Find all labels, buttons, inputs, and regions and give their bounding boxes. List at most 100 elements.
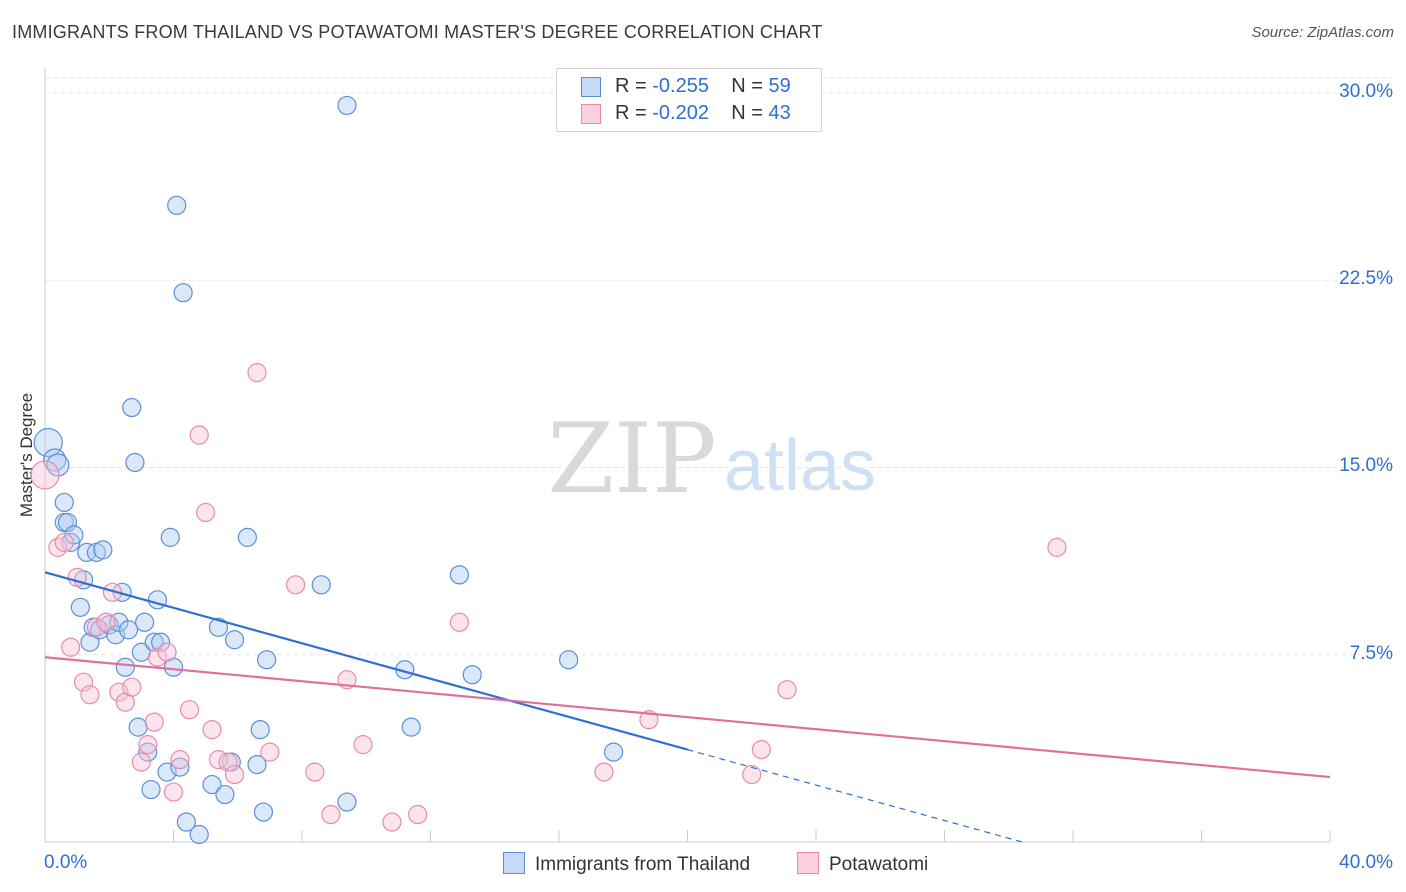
potawatomi-point [48,537,68,557]
potawatomi-point [196,502,216,523]
thailand-point [311,575,331,595]
potawatomi-point [742,764,762,785]
potawatomi-point [80,685,100,705]
n-value: 59 [768,75,791,97]
thailand-point [337,792,357,812]
n-label: N = [731,102,769,124]
potawatomi-point [449,612,470,632]
legend-label-thailand: Immigrants from Thailand [535,854,751,875]
thailand-point [189,824,209,845]
thailand-point [170,757,190,777]
thailand-point [57,512,78,533]
thailand-point [157,762,177,782]
y-tick-label: 30.0% [1339,80,1393,102]
r-label: R = [615,75,653,97]
potawatomi-point [321,804,341,825]
potawatomi-point [122,677,142,697]
correlation-legend: R = -0.255 N = 59 R = -0.202 N = 43 [556,68,822,132]
points-layer [30,95,1067,845]
thailand-point [115,657,135,677]
potawatomi-point [751,740,771,760]
thailand-point [70,597,90,617]
n-label: N = [731,75,769,97]
thailand-point [257,650,277,670]
potawatomi-point [163,782,184,802]
thailand-point [93,540,113,560]
potawatomi-point [260,742,280,762]
potawatomi-point [594,762,614,782]
thailand-point [202,774,222,795]
thailand-point [215,784,235,805]
potawatomi-point [247,363,267,383]
r-value: -0.255 [652,75,709,97]
potawatomi-point [189,425,209,445]
thailand-point [134,612,155,632]
trend-layer [44,571,1331,844]
x-tick-label-max: 40.0% [1339,852,1393,873]
thailand-point [253,802,274,822]
potawatomi-legend-swatch [797,852,819,874]
potawatomi-point [224,764,245,785]
y-tick-label: 15.0% [1339,455,1393,477]
potawatomi-point [147,647,168,667]
potawatomi-point [61,637,81,657]
thailand-point [46,453,70,477]
potawatomi-point [109,682,129,702]
thailand-point [173,283,193,303]
thailand-point [604,742,624,762]
thailand-point [138,742,158,762]
potawatomi-point [639,710,659,730]
thailand-trend-line [44,571,688,751]
potawatomi-point [1047,537,1067,557]
x-tick-label-min: 0.0% [44,852,88,873]
thailand-point [64,525,84,545]
potawatomi-point [131,752,151,772]
thailand-point [151,632,171,652]
thailand-point [250,720,270,740]
potawatomi-point [218,752,238,772]
thailand-point [224,630,245,650]
thailand-point [176,812,196,832]
watermark-zip: ZIP [547,403,716,515]
potawatomi-trend-line [44,656,1331,779]
potawatomi-point [202,720,222,740]
thailand-point [128,717,148,737]
grid-layer [45,77,1394,656]
thailand-point [167,195,187,215]
legend-item-potawatomi[interactable]: Potawatomi [797,852,928,876]
legend-item-thailand[interactable]: Immigrants from Thailand [503,852,750,876]
thailand-point [462,665,482,685]
thailand-point [237,527,257,547]
potawatomi-point [73,672,94,692]
potawatomi-swatch [581,104,601,124]
thailand-point [401,717,421,737]
n-value: 43 [768,102,791,124]
thailand-point [77,542,97,562]
thailand-point [125,452,145,473]
potawatomi-point [157,642,177,662]
thailand-point [160,527,180,547]
thailand-point [208,617,229,637]
thailand-point [118,620,139,640]
potawatomi-point [170,750,190,770]
thailand-legend-swatch [503,852,525,874]
source-label: Source: ZipAtlas.com [1251,24,1394,41]
chart-title: IMMIGRANTS FROM THAILAND VS POTAWATOMI M… [12,22,823,42]
potawatomi-point [30,460,60,490]
potawatomi-point [179,700,200,720]
potawatomi-point [408,804,428,825]
thailand-point [559,650,579,670]
potawatomi-point [54,532,74,552]
legend-label-potawatomi: Potawatomi [829,854,929,875]
thailand-point [337,95,357,116]
thailand-point [449,565,470,585]
potawatomi-point [382,812,402,832]
potawatomi-point [138,735,158,755]
potawatomi-point [305,762,325,782]
potawatomi-point [86,617,107,637]
thailand-swatch [581,77,601,97]
r-value: -0.202 [652,102,709,124]
thailand-point [247,754,267,775]
y-tick-label: 7.5% [1349,642,1393,664]
